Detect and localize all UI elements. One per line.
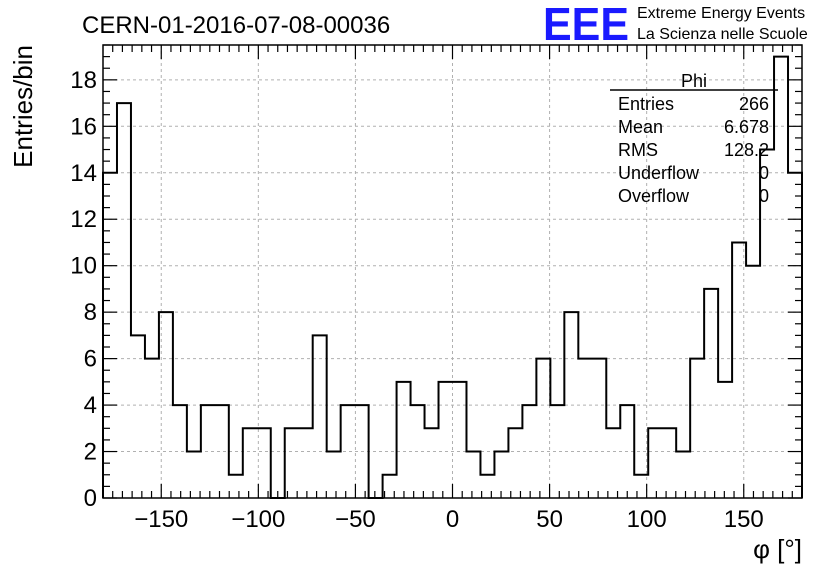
x-tick-label: −100 [231,506,285,533]
histogram-bin [327,452,341,498]
stats-label: Mean [618,117,663,137]
histogram-bin [718,382,732,498]
stats-box: Phi Entries 266 Mean 6.678 RMS 128.2 Und… [610,71,778,206]
histogram-bin [285,428,299,498]
y-tick-label: 10 [70,253,97,280]
histogram-bin [341,405,355,498]
x-tick-label: −50 [335,506,376,533]
x-tick-labels: −150 −100 −50 0 50 100 150 [134,506,764,533]
stats-label: RMS [618,140,658,160]
y-tick-label: 12 [70,206,97,233]
stats-title: Phi [681,71,707,91]
y-tick-label: 18 [70,67,97,94]
stats-value: 266 [739,94,769,114]
axis-ticks [103,44,802,499]
eee-logo-mark: EEE [543,0,629,50]
histogram-bin [704,289,718,498]
histogram-bin [648,428,662,498]
y-tick-label: 14 [70,160,97,187]
y-tick-label: 8 [84,299,97,326]
y-tick-label: 6 [84,346,97,373]
stats-label: Entries [618,94,674,114]
histogram-bin [676,452,690,498]
histogram-bin [690,359,704,498]
logo-line-2: La Scienza nelle Scuole [637,26,808,43]
y-axis-label: Entries/bin [8,45,38,168]
histogram-bin [229,475,243,498]
x-tick-label: 50 [536,506,563,533]
histogram-bin [592,359,606,498]
stats-value: 0 [759,186,769,206]
eee-logo: EEE Extreme Energy Events La Scienza nel… [543,0,808,50]
stats-value: 0 [759,163,769,183]
histogram-bin [299,428,313,498]
histogram-bin [439,382,453,498]
histogram-bin [131,335,145,498]
histogram-bin [606,428,620,498]
stats-label: Overflow [618,186,690,206]
logo-line-1: Extreme Energy Events [637,5,805,22]
stats-label: Underflow [618,163,700,183]
x-tick-label: 0 [446,506,459,533]
histogram-bin [662,428,676,498]
x-tick-label: −150 [134,506,188,533]
x-tick-label: 100 [627,506,667,533]
histogram-bin [453,382,467,498]
histogram-bin [243,428,257,498]
y-tick-label: 16 [70,113,97,140]
histogram-bin [187,452,201,498]
x-axis-label: φ [°] [753,534,802,564]
histogram-bin [173,405,187,498]
histogram-bin [215,405,229,498]
plot-frame [102,44,803,499]
histogram-series [102,55,803,499]
grid-lines [103,45,802,498]
histogram-bin [397,382,411,498]
x-tick-label: 150 [724,506,764,533]
y-tick-label: 2 [84,439,97,466]
histogram-bin [774,57,788,498]
histogram-bin [536,359,550,498]
stats-value: 6.678 [724,117,769,137]
histogram-bin [746,266,760,498]
stats-value: 128.2 [724,140,769,160]
chart-title: CERN-01-2016-07-08-00036 [82,12,390,39]
histogram-bin [425,428,439,498]
histogram-bin [508,428,522,498]
histogram-bin [578,359,592,498]
y-tick-label: 0 [84,485,97,512]
histogram-bin [466,452,480,498]
histogram-bin [145,359,159,498]
histogram-bin [117,103,131,498]
y-tick-labels: 0 2 4 6 8 10 12 14 16 18 [70,67,97,512]
histogram-bin [480,475,494,498]
y-tick-label: 4 [84,392,97,419]
histogram-bin [550,405,564,498]
histogram-bin [313,335,327,498]
